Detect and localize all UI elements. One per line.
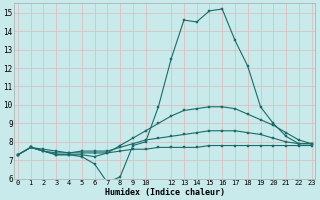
X-axis label: Humidex (Indice chaleur): Humidex (Indice chaleur): [105, 188, 225, 197]
